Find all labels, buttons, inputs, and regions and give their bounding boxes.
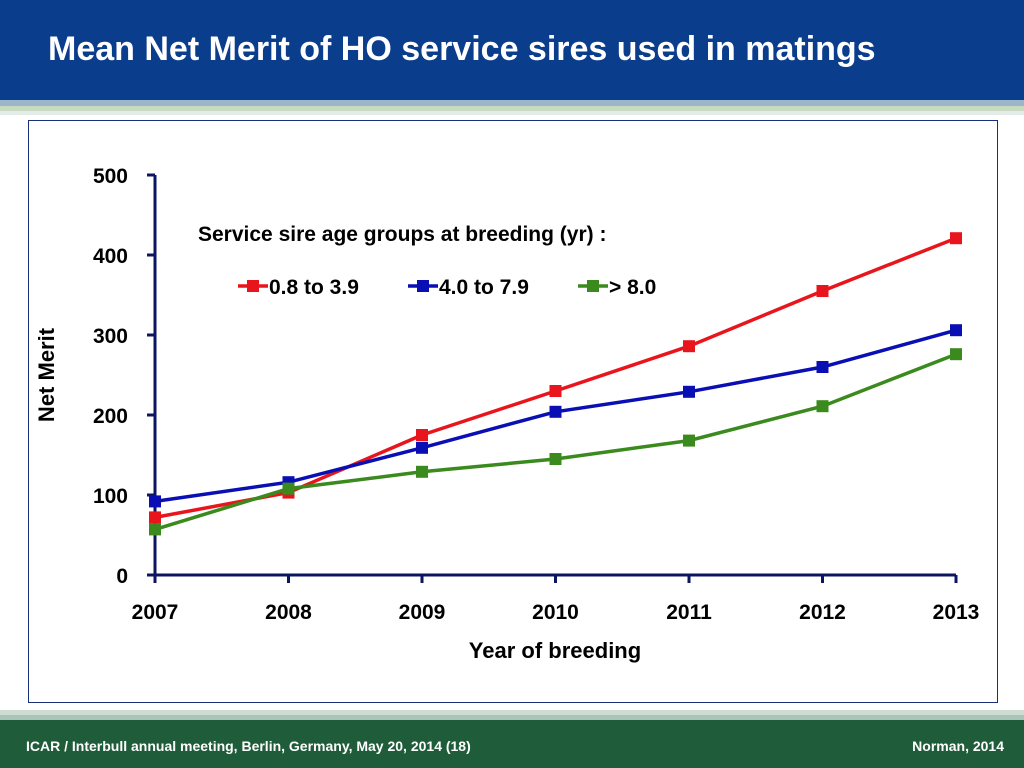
x-tick-label: 2010 [532,601,579,624]
footer-author: Norman, 2014 [912,738,1004,754]
title-bar [0,0,1024,100]
data-point [149,523,161,536]
x-tick-label: 2008 [265,601,312,624]
legend-label: 0.8 to 3.9 [269,276,359,299]
data-point [950,232,962,245]
y-tick-label: 200 [93,405,128,428]
x-tick-label: 2009 [399,601,446,624]
legend-label: 4.0 to 7.9 [439,276,529,299]
y-axis-label: Net Merit [34,327,59,422]
header-divider [0,111,1024,115]
chart-frame [28,120,998,703]
footer-divider [0,715,1024,720]
data-point [950,348,962,361]
header-divider [0,106,1024,111]
data-point [549,385,562,397]
data-point [683,434,695,447]
y-tick-label: 500 [93,165,128,188]
y-tick-label: 400 [93,245,128,268]
chart-axes: 0 100 200 300 400 500 2007 2008 2009 2010 2011 2012… [93,165,979,624]
data-point [549,453,562,465]
data-point [816,285,829,297]
y-tick-label: 0 [116,565,128,588]
x-tick-label: 2011 [666,601,712,624]
legend-label: > 8.0 [609,276,656,299]
data-point [683,340,695,353]
y-tick-label: 300 [93,325,128,348]
data-point [416,429,428,441]
data-point [149,495,161,508]
data-point [416,465,428,478]
legend-marker [247,280,259,292]
header-divider [0,100,1024,106]
x-tick-label: 2007 [132,601,179,624]
chart-legend: 0.8 to 3.9 4.0 to 7.9 > 8.0 [238,276,656,299]
x-axis-label: Year of breeding [469,638,641,663]
data-point [816,361,829,373]
chart-series [149,232,962,536]
data-point [416,441,428,454]
footer-citation: ICAR / Interbull annual meeting, Berlin,… [26,738,471,754]
x-tick-label: 2013 [933,601,980,624]
data-point [149,511,161,524]
y-tick-label: 100 [93,485,128,508]
data-point [816,400,829,413]
slide-title: Mean Net Merit of HO service sires used … [48,30,876,68]
data-point [282,482,295,495]
x-tick-label: 2012 [799,601,846,624]
footer-bar [0,720,1024,768]
legend-title: Service sire age groups at breeding (yr)… [198,223,606,246]
series-line [154,352,957,532]
legend-marker [587,280,599,292]
footer-divider [0,710,1024,715]
data-point [683,385,695,398]
data-point [950,324,962,337]
data-point [549,405,562,418]
legend-marker [417,280,429,292]
